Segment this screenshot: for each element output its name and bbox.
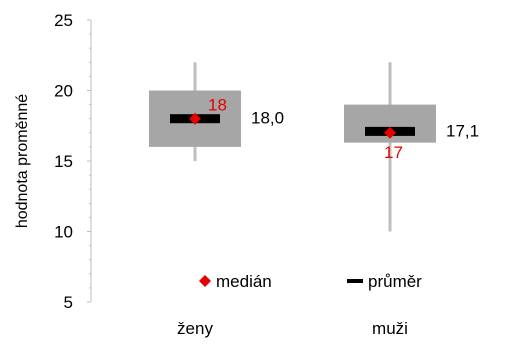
mean-label: 17,1 <box>446 121 479 140</box>
median-marker <box>384 126 396 139</box>
y-axis-label: hodnota proměnné <box>14 94 31 228</box>
y-tick-label: 5 <box>64 293 73 312</box>
y-axis: 5 10 15 20 25 <box>54 11 92 312</box>
median-marker <box>189 112 201 125</box>
median-label: 17 <box>384 143 403 162</box>
mean-label: 18,0 <box>251 109 284 128</box>
legend: medián průměr <box>199 272 422 291</box>
legend-median-marker <box>199 275 211 287</box>
category-label: ženy <box>177 319 213 338</box>
legend-median-label: medián <box>216 272 272 291</box>
median-label: 18 <box>208 96 227 115</box>
category-label: muži <box>372 319 408 338</box>
legend-mean-marker <box>347 279 363 283</box>
y-tick-label: 20 <box>54 82 73 101</box>
y-tick-label: 15 <box>54 152 73 171</box>
box-2: 17 17,1 muži <box>344 62 479 338</box>
y-tick-label: 25 <box>54 11 73 30</box>
legend-mean-label: průměr <box>368 272 422 291</box>
box-1: 18 18,0 ženy <box>149 62 284 338</box>
plot-area: 18 18,0 ženy 17 17,1 muži <box>149 62 479 338</box>
y-tick-label: 10 <box>54 223 73 242</box>
